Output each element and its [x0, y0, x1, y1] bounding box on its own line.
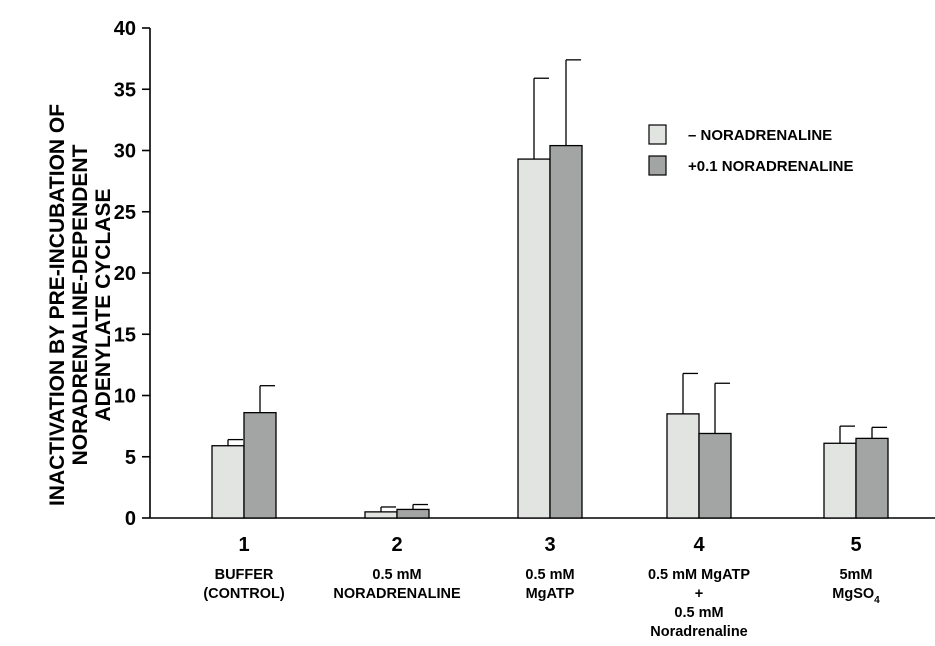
y-tick-label: 35 [114, 79, 136, 101]
x-tick-label: 0.5 mM [372, 567, 421, 583]
x-tick-label: 0.5 mM MgATP [648, 567, 750, 583]
y-axis-title-line: ADENYLATE CYCLASE [92, 189, 115, 422]
x-tick-label: 0.5 mM [525, 567, 574, 583]
y-tick-label: 30 [114, 141, 136, 163]
error-bars [227, 59, 887, 512]
y-axis-title: INACTIVATION BY PRE-INCUBATION OFNORADRE… [46, 104, 115, 506]
x-tick-number: 2 [391, 534, 402, 556]
legend-swatch [648, 155, 667, 176]
y-axis: 0 5 10 15 20 25 30 35 40 [114, 18, 151, 530]
x-tick-number: 1 [238, 534, 249, 556]
bar [211, 445, 245, 519]
x-tick-label: + [695, 586, 703, 602]
x-tick-label: NORADRENALINE [333, 586, 461, 602]
x-tick-number: 3 [544, 534, 555, 556]
x-tick-label: MgATP [526, 586, 575, 602]
bar [698, 432, 732, 519]
y-tick-label: 10 [114, 386, 136, 408]
bar [396, 508, 430, 519]
x-axis-labels: 1 BUFFER (CONTROL) 2 0.5 mM NORADRENALINE 3 0.5… [203, 534, 880, 640]
bar [243, 411, 277, 519]
x-tick-number: 5 [850, 534, 861, 556]
legend: – NORADRENALINE +0.1 NORADRENALINE [648, 124, 853, 176]
y-tick-label: 40 [114, 18, 136, 40]
y-axis-title-line: NORADRENALINE-DEPENDENT [69, 144, 92, 465]
x-tick-label: Noradrenaline [650, 624, 748, 640]
y-tick-label: 5 [125, 447, 136, 469]
bar [364, 511, 398, 519]
y-axis-label: INACTIVATION BY PRE-INCUBATION OFNORADRE… [46, 104, 115, 506]
bars [211, 144, 889, 519]
legend-label: – NORADRENALINE [688, 127, 832, 144]
bar [823, 442, 857, 519]
legend-label: +0.1 NORADRENALINE [688, 158, 853, 175]
bar [855, 437, 889, 519]
bar [666, 413, 700, 519]
bar [517, 158, 551, 519]
bar [549, 144, 583, 519]
x-tick-label: 5mM [839, 567, 872, 583]
y-tick-label: 15 [114, 324, 136, 346]
legend-swatch [648, 124, 667, 145]
y-tick-label: 20 [114, 263, 136, 285]
x-tick-label: (CONTROL) [203, 586, 285, 602]
x-tick-label: 0.5 mM [674, 605, 723, 621]
x-tick-number: 4 [693, 534, 705, 556]
y-axis-title-line: INACTIVATION BY PRE-INCUBATION OF [46, 104, 69, 506]
x-tick-label: MgSO4 [832, 586, 880, 606]
x-tick-label: BUFFER [215, 567, 274, 583]
y-tick-label: 0 [125, 508, 136, 530]
y-tick-label: 25 [114, 202, 136, 224]
